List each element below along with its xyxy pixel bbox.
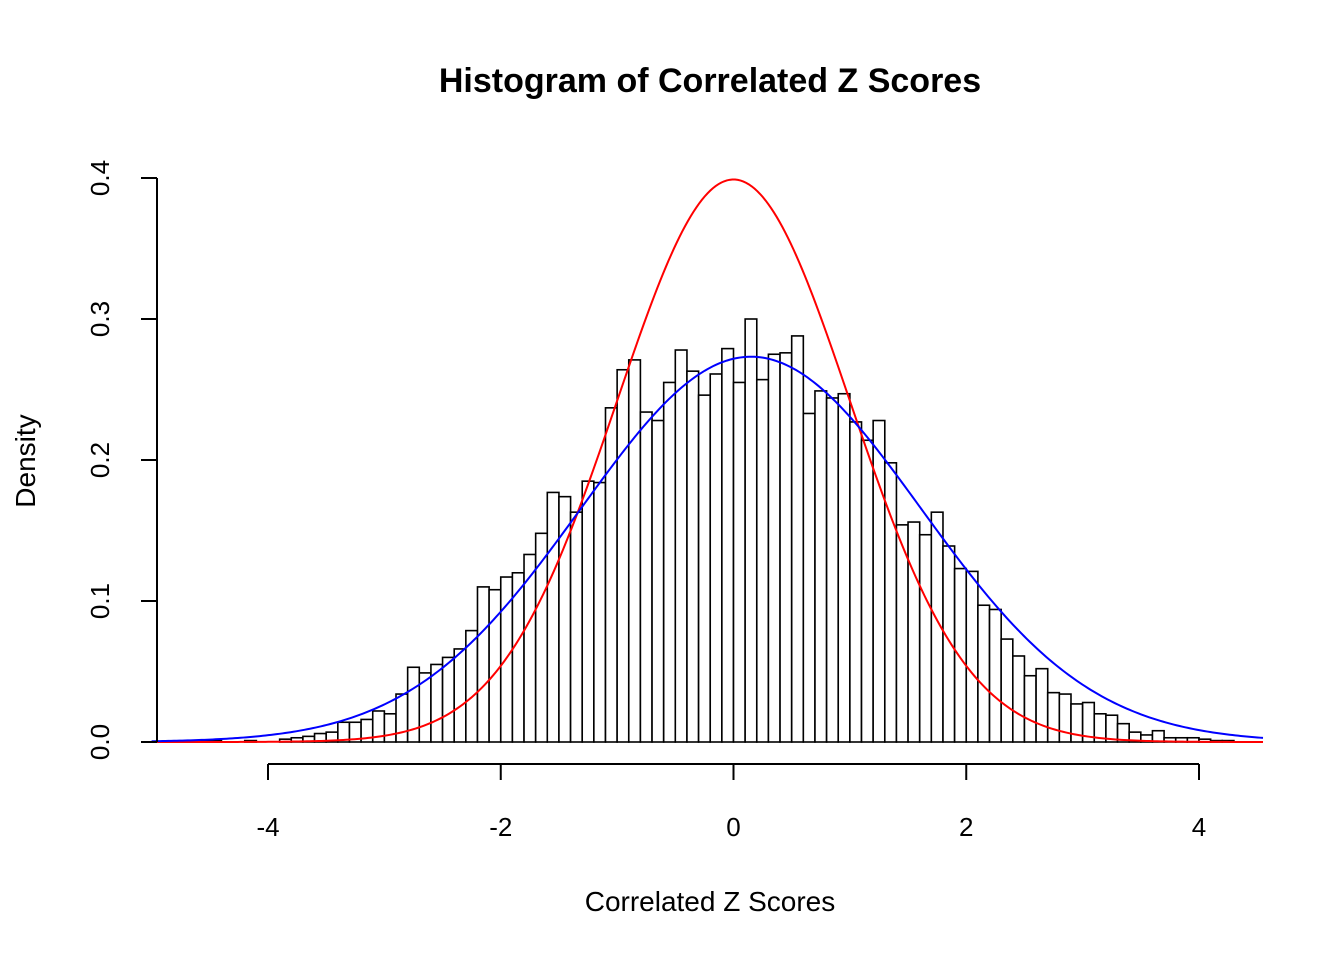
x-tick-label: 0 bbox=[726, 812, 740, 842]
histogram-bar bbox=[453, 648, 467, 743]
x-axis: -4 -2 0 2 4 bbox=[256, 763, 1206, 842]
histogram-bar bbox=[790, 335, 805, 743]
histogram-bar bbox=[441, 656, 455, 743]
histogram-bar bbox=[988, 608, 1002, 743]
y-axis: 0.0 0.1 0.2 0.3 0.4 bbox=[85, 160, 158, 760]
histogram-bar bbox=[395, 693, 409, 743]
histogram-bar bbox=[965, 570, 979, 743]
y-tick-label: 0.2 bbox=[85, 442, 115, 478]
histogram-bar bbox=[581, 480, 595, 743]
histogram-bar bbox=[837, 392, 851, 743]
histogram-bar bbox=[593, 481, 607, 743]
histogram-bar bbox=[755, 378, 770, 743]
histogram-bar bbox=[639, 411, 653, 743]
blue-density-curve bbox=[151, 355, 1264, 743]
histogram-bar bbox=[1023, 674, 1037, 743]
histogram-bar bbox=[744, 318, 758, 743]
histogram-bar bbox=[1000, 638, 1014, 743]
red-density-curve bbox=[151, 178, 1264, 743]
histogram-bar bbox=[860, 439, 874, 743]
histogram-bar bbox=[732, 381, 746, 743]
x-axis-label: Correlated Z Scores bbox=[585, 886, 836, 917]
y-tick-label: 0.3 bbox=[85, 301, 115, 337]
chart-title: Histogram of Correlated Z Scores bbox=[439, 62, 981, 100]
histogram-bar bbox=[569, 511, 584, 743]
histogram-bar bbox=[651, 419, 665, 743]
histogram-bar bbox=[534, 532, 549, 743]
density-curves bbox=[151, 178, 1264, 743]
x-tick-label: 4 bbox=[1192, 812, 1206, 842]
histogram-bar bbox=[627, 359, 642, 743]
histogram-bar bbox=[977, 604, 991, 743]
histogram-bar bbox=[476, 586, 490, 743]
y-axis-label: Density bbox=[10, 414, 41, 507]
histogram-bar bbox=[546, 491, 560, 743]
histogram-bar bbox=[511, 571, 525, 743]
histogram-bar bbox=[383, 712, 397, 743]
histogram-bar bbox=[918, 533, 933, 743]
histogram-bar bbox=[942, 545, 956, 743]
histogram-bar bbox=[767, 353, 781, 743]
histogram-bar bbox=[1046, 691, 1061, 743]
histogram-bar bbox=[1011, 655, 1026, 743]
y-tick-label: 0.1 bbox=[85, 583, 115, 619]
histogram-bar bbox=[849, 421, 863, 743]
histogram-bar bbox=[907, 521, 921, 743]
histogram-bar bbox=[674, 349, 688, 743]
histogram-bar bbox=[662, 381, 677, 743]
histogram-bar bbox=[779, 352, 793, 743]
x-tick-label: -4 bbox=[256, 812, 279, 842]
histogram-bar bbox=[616, 368, 630, 743]
x-tick-label: 2 bbox=[959, 812, 973, 842]
histogram-bar bbox=[604, 407, 618, 743]
histogram-bar bbox=[709, 373, 723, 743]
histogram-bar bbox=[802, 412, 816, 743]
histogram-bar bbox=[721, 347, 735, 743]
histogram-bar bbox=[686, 370, 700, 743]
histogram-bar bbox=[814, 390, 828, 743]
histogram-bar bbox=[872, 419, 886, 743]
x-tick-label: -2 bbox=[489, 812, 512, 842]
histogram-bar bbox=[953, 567, 968, 743]
histogram-bar bbox=[825, 397, 840, 743]
histogram-bar bbox=[1058, 693, 1072, 743]
histogram-bar bbox=[697, 394, 712, 743]
y-tick-label: 0.0 bbox=[85, 724, 115, 760]
y-tick-label: 0.4 bbox=[85, 160, 115, 196]
histogram-bar bbox=[1035, 667, 1049, 743]
